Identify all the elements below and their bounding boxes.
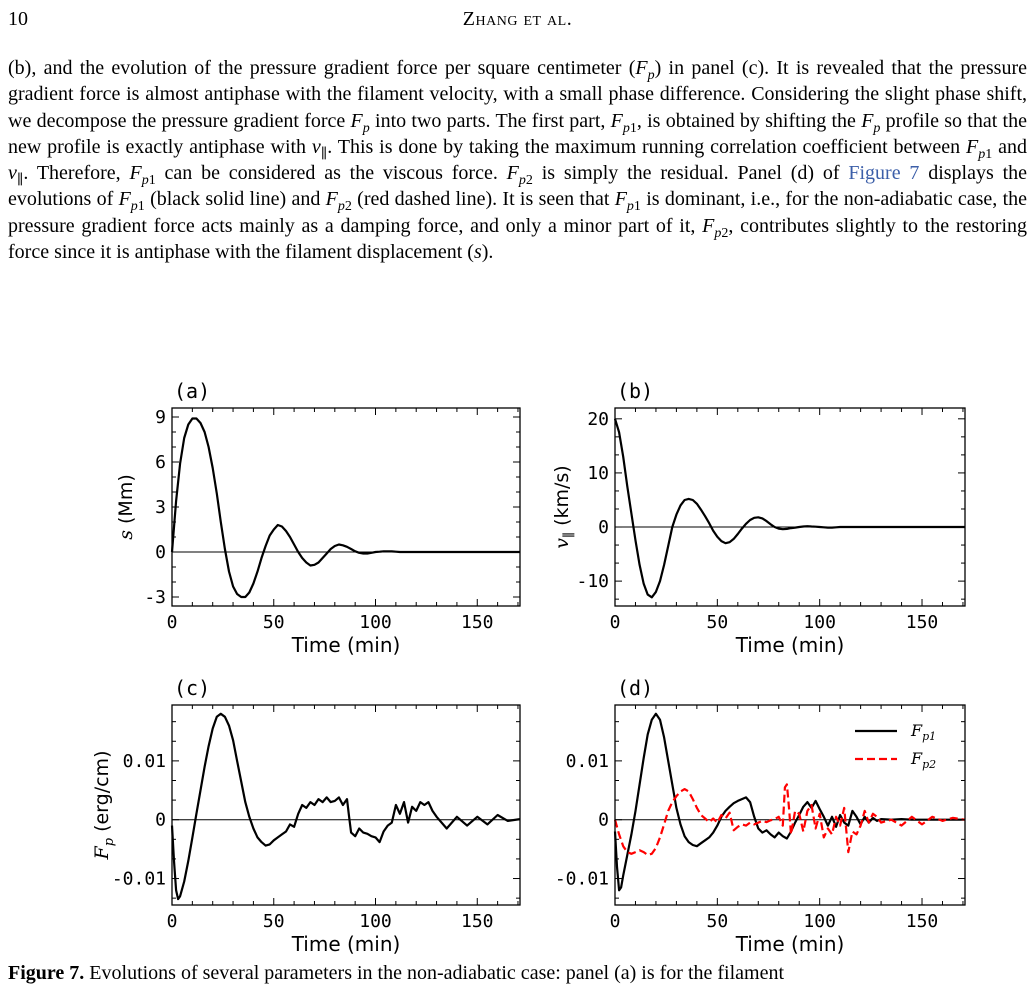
paragraph-text: can be considered as the viscous force. bbox=[155, 162, 507, 185]
y-axis-label: Fp (erg/cm) bbox=[91, 751, 117, 861]
x-tick-label: 50 bbox=[263, 911, 285, 932]
x-tick-label: 0 bbox=[610, 612, 621, 633]
y-tick-label: 9 bbox=[155, 407, 166, 428]
x-tick-label: 150 bbox=[906, 911, 939, 932]
y-tick-label: 0 bbox=[155, 542, 166, 563]
figure-caption: Figure 7. Evolutions of several paramete… bbox=[8, 960, 1027, 986]
x-axis-label: Time (min) bbox=[291, 633, 401, 657]
series-line-1 bbox=[170, 712, 521, 901]
y-axis-label: s (Mm) bbox=[115, 474, 137, 540]
y-tick-label: 3 bbox=[155, 497, 166, 518]
panel-label: (b) bbox=[617, 379, 653, 403]
paragraph-text: into two parts. The first part, bbox=[369, 109, 611, 132]
y-tick-label: 0 bbox=[598, 517, 609, 538]
x-tick-label: 150 bbox=[906, 612, 939, 633]
y-tick-label: -10 bbox=[576, 571, 609, 592]
paragraph-text: ). bbox=[481, 241, 494, 264]
x-tick-label: 100 bbox=[359, 612, 392, 633]
figure-reference-link[interactable]: Figure 7 bbox=[848, 162, 920, 185]
series-line-fp1 bbox=[613, 712, 965, 892]
paragraph-text: ) in panel (c). It is revealed that the … bbox=[8, 57, 1027, 132]
y-tick-label: -0.01 bbox=[112, 869, 166, 890]
x-tick-label: 100 bbox=[803, 911, 836, 932]
y-tick-label: -3 bbox=[144, 587, 166, 608]
x-tick-label: 150 bbox=[461, 911, 494, 932]
running-head: Zhang et al. bbox=[462, 8, 573, 30]
x-tick-label: 150 bbox=[461, 612, 494, 633]
paragraph-text: is simply the residual. Panel (d) of bbox=[532, 162, 849, 185]
plot-frame bbox=[171, 704, 521, 906]
panel-label: (c) bbox=[174, 676, 210, 700]
legend-label-fp2: Fp2 bbox=[910, 749, 936, 771]
x-tick-label: 50 bbox=[706, 911, 728, 932]
y-axis-label: v∥ (km/s) bbox=[551, 465, 576, 548]
legend-label-fp1: Fp1 bbox=[910, 721, 936, 743]
paragraph-text: profile so that the new profile is exact… bbox=[8, 109, 1027, 158]
x-axis-label: Time (min) bbox=[735, 633, 845, 657]
y-tick-label: 0.01 bbox=[123, 751, 166, 772]
paragraph-text: (red dashed line). It is seen that bbox=[351, 188, 615, 211]
paragraph-text: (b), and the evolution of the pressure g… bbox=[8, 57, 636, 79]
plot-frame bbox=[614, 407, 966, 607]
x-axis-label: Time (min) bbox=[291, 932, 401, 956]
paragraph-text: is dominant, i.e., for the non-adiabatic… bbox=[8, 188, 1027, 237]
paragraph-text: , contributes slightly to the restoring … bbox=[8, 214, 1027, 264]
paragraph-text: . This is done by taking the maximum run… bbox=[327, 135, 967, 158]
series-line-1 bbox=[170, 417, 520, 599]
y-tick-label: -0.01 bbox=[555, 869, 609, 890]
series-line-1 bbox=[613, 418, 965, 599]
paragraph-text: , is obtained by shifting the bbox=[636, 109, 862, 132]
paragraph-text: displays the evolutions of bbox=[8, 162, 1028, 211]
paragraph-text: and bbox=[992, 135, 1027, 158]
body-paragraph: (b), and the evolution of the pressure g… bbox=[8, 57, 1028, 264]
x-tick-label: 0 bbox=[167, 911, 178, 932]
panel-label: (a) bbox=[174, 379, 210, 403]
y-tick-label: 10 bbox=[587, 463, 609, 484]
y-tick-label: 0 bbox=[598, 810, 609, 831]
paragraph-text: . Therefore, bbox=[23, 162, 130, 185]
x-tick-label: 50 bbox=[706, 612, 728, 633]
page-number: 10 bbox=[8, 8, 28, 30]
y-tick-label: 0 bbox=[155, 810, 166, 831]
y-tick-label: 6 bbox=[155, 452, 166, 473]
panel-label: (d) bbox=[617, 676, 653, 700]
x-tick-label: 100 bbox=[803, 612, 836, 633]
x-tick-label: 0 bbox=[167, 612, 178, 633]
plot-frame bbox=[171, 407, 521, 607]
x-axis-label: Time (min) bbox=[735, 932, 845, 956]
series-line-fp2 bbox=[613, 783, 966, 857]
x-tick-label: 100 bbox=[359, 911, 392, 932]
plot-frame bbox=[614, 704, 966, 906]
x-tick-label: 0 bbox=[610, 911, 621, 932]
y-tick-label: 0.01 bbox=[566, 751, 609, 772]
caption-label: Figure 7. bbox=[8, 962, 85, 984]
paragraph-text: (black solid line) and bbox=[144, 188, 326, 211]
caption-text: Evolutions of several parameters in the … bbox=[84, 962, 785, 984]
x-tick-label: 50 bbox=[263, 612, 285, 633]
y-tick-label: 20 bbox=[587, 409, 609, 430]
